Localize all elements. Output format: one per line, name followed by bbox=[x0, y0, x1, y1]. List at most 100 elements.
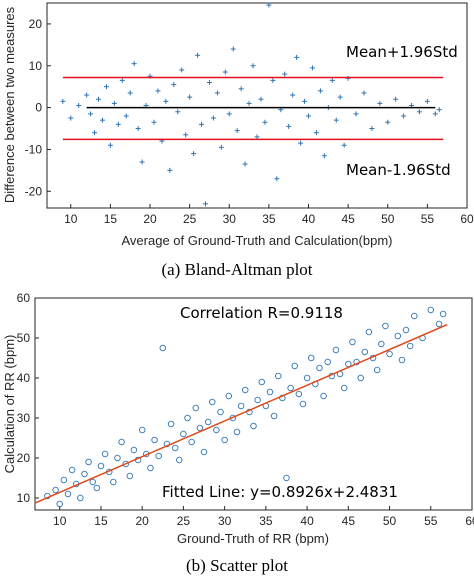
data-point bbox=[313, 130, 319, 136]
data-point bbox=[115, 121, 121, 127]
data-point bbox=[68, 115, 74, 121]
data-point bbox=[320, 392, 327, 400]
sc-y-tick-label: 60 bbox=[17, 291, 31, 305]
data-point bbox=[155, 452, 162, 460]
correlation-label: Correlation R=0.9118 bbox=[180, 304, 343, 322]
data-point bbox=[135, 126, 141, 132]
data-point bbox=[226, 111, 232, 117]
data-point bbox=[398, 356, 406, 364]
sc-x-tick-label: 55 bbox=[424, 514, 438, 528]
data-point bbox=[85, 458, 92, 466]
data-point bbox=[262, 119, 268, 125]
ba-x-tick-label: 35 bbox=[262, 212, 276, 226]
data-point bbox=[167, 167, 173, 173]
data-point bbox=[361, 90, 367, 96]
data-point bbox=[56, 500, 63, 508]
sc-y-tick-label: 30 bbox=[17, 411, 31, 425]
data-point bbox=[84, 92, 90, 98]
data-point bbox=[155, 88, 161, 94]
lower-limit-label: Mean-1.96Std bbox=[346, 161, 451, 179]
data-point bbox=[394, 332, 402, 340]
data-point bbox=[250, 422, 257, 430]
sc-x-tick-label: 30 bbox=[218, 514, 232, 528]
data-point bbox=[266, 388, 274, 396]
bland-altman-ticks: 10 15 20 25 30 35 40 45 50 55 60 -20 -10 0 10 20 bbox=[25, 17, 474, 226]
data-point bbox=[217, 408, 224, 416]
ba-x-tick-label: 45 bbox=[341, 212, 355, 226]
ba-y-tick-label: -10 bbox=[25, 142, 43, 156]
data-point bbox=[345, 75, 351, 81]
data-point bbox=[295, 390, 303, 398]
data-point bbox=[237, 402, 245, 410]
scatter-points bbox=[44, 306, 447, 508]
scatter-plot-area bbox=[34, 297, 473, 511]
data-point bbox=[302, 98, 308, 104]
sc-y-tick-label: 20 bbox=[17, 451, 31, 465]
sc-y-tick-label: 40 bbox=[17, 371, 31, 385]
data-point bbox=[324, 358, 331, 366]
ba-x-tick-label: 30 bbox=[223, 212, 237, 226]
data-point bbox=[230, 46, 236, 52]
data-point bbox=[435, 320, 443, 328]
data-point bbox=[200, 448, 208, 456]
data-point bbox=[233, 428, 241, 436]
data-point bbox=[266, 2, 272, 8]
data-point bbox=[183, 132, 189, 138]
data-point bbox=[234, 128, 240, 134]
data-point bbox=[122, 460, 129, 468]
data-point bbox=[424, 98, 430, 104]
ba-x-tick-label: 60 bbox=[460, 212, 474, 226]
data-point bbox=[89, 478, 96, 486]
data-point bbox=[307, 354, 315, 362]
ba-x-tick-label: 50 bbox=[381, 212, 395, 226]
data-point bbox=[81, 470, 88, 478]
data-point bbox=[246, 100, 252, 106]
data-point bbox=[60, 476, 68, 484]
data-point bbox=[213, 426, 220, 434]
bland-altman-x-axis-label: Average of Ground-Truth and Calculation(… bbox=[122, 233, 393, 248]
data-point bbox=[171, 444, 179, 452]
data-point bbox=[365, 328, 373, 336]
ba-y-tick-label: 20 bbox=[29, 17, 43, 31]
data-point bbox=[242, 161, 248, 167]
data-point bbox=[123, 113, 129, 119]
data-point bbox=[221, 436, 228, 444]
data-point bbox=[393, 96, 399, 102]
data-point bbox=[337, 94, 343, 100]
ba-y-tick-label: 0 bbox=[35, 101, 42, 115]
data-point bbox=[138, 426, 146, 434]
ba-x-tick-label: 20 bbox=[143, 212, 157, 226]
fitted-line-label: Fitted Line: y=0.8926x+2.4831 bbox=[162, 483, 398, 501]
sc-x-tick-label: 20 bbox=[136, 514, 150, 528]
data-point bbox=[119, 77, 125, 83]
data-point bbox=[286, 123, 292, 129]
sc-x-tick-label: 60 bbox=[465, 514, 474, 528]
data-point bbox=[369, 126, 375, 132]
data-point bbox=[199, 121, 205, 127]
sc-x-tick-label: 40 bbox=[300, 514, 314, 528]
data-point bbox=[411, 312, 418, 320]
data-point bbox=[196, 424, 204, 432]
data-point bbox=[291, 362, 298, 370]
data-point bbox=[111, 100, 117, 106]
data-point bbox=[118, 438, 125, 446]
data-point bbox=[202, 201, 208, 207]
data-point bbox=[357, 374, 364, 382]
data-point bbox=[258, 378, 265, 386]
data-point bbox=[377, 100, 383, 106]
data-point bbox=[64, 490, 72, 498]
data-point bbox=[406, 342, 414, 350]
data-point bbox=[192, 404, 200, 412]
data-point bbox=[385, 119, 391, 125]
scatter-caption: (b) Scatter plot bbox=[186, 556, 288, 575]
data-point bbox=[176, 456, 183, 464]
data-point bbox=[282, 71, 288, 77]
data-point bbox=[386, 350, 393, 358]
data-point bbox=[97, 462, 105, 470]
data-point bbox=[378, 340, 385, 348]
data-point bbox=[353, 111, 359, 117]
data-point bbox=[167, 420, 175, 428]
bland-altman-plot-area bbox=[46, 2, 468, 209]
data-point bbox=[147, 464, 154, 472]
